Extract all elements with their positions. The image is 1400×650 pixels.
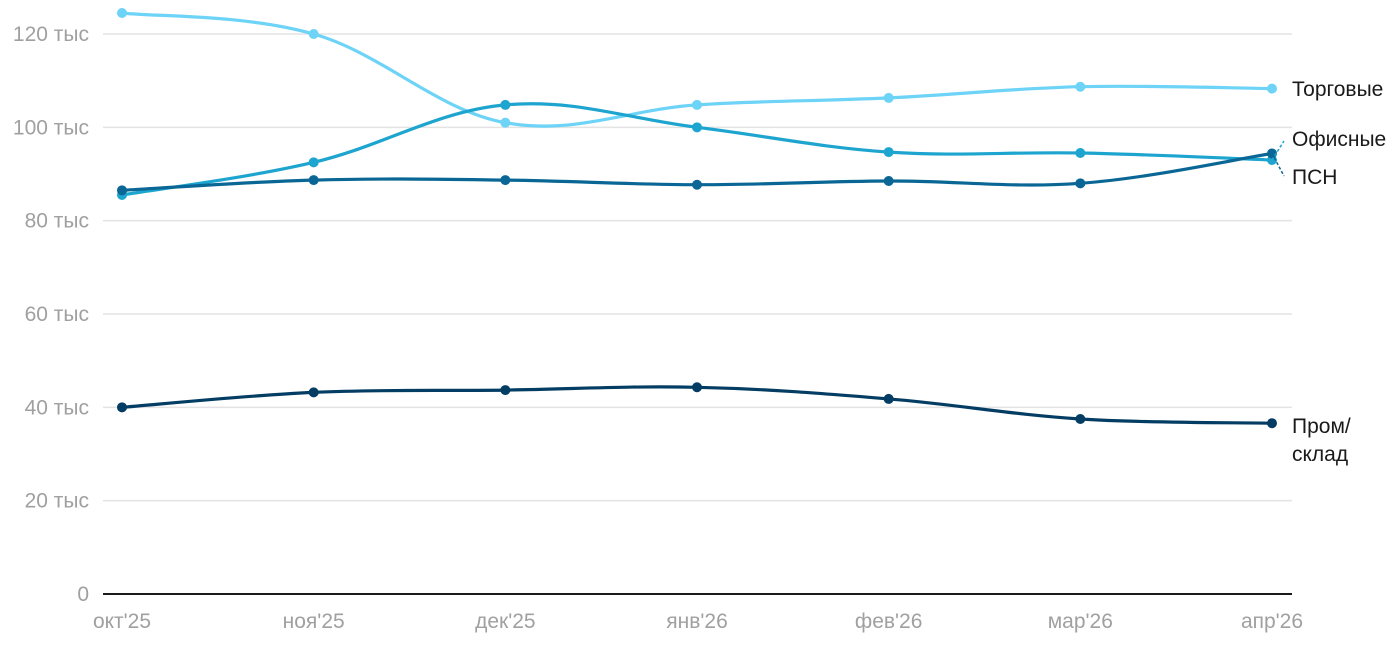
series-end-label: ПСН xyxy=(1292,166,1337,189)
data-point xyxy=(500,175,511,186)
data-point xyxy=(692,179,702,190)
y-tick-label: 20 тыс xyxy=(25,490,89,513)
y-tick-label: 80 тыс xyxy=(25,210,89,233)
data-point xyxy=(883,147,894,158)
data-point xyxy=(500,385,511,396)
data-point xyxy=(117,402,127,413)
series-end-label: склад xyxy=(1292,443,1348,466)
data-point xyxy=(883,92,894,103)
x-tick-label: дек'25 xyxy=(475,610,536,633)
data-point xyxy=(1075,148,1086,158)
data-point xyxy=(692,122,702,133)
series-end-labels: Торговые Офисные ПСН Пром/склад xyxy=(1271,78,1386,466)
y-tick-label: 120 тыс xyxy=(13,23,89,46)
x-tick-label: янв'26 xyxy=(666,610,728,633)
y-tick-label: 100 тыс xyxy=(13,116,89,139)
data-point xyxy=(883,393,894,404)
data-point xyxy=(1075,414,1086,424)
series-lines xyxy=(117,8,1277,429)
series-end-label: Офисные xyxy=(1292,128,1386,151)
series-line xyxy=(120,385,1274,425)
x-tick-label: окт'25 xyxy=(93,610,151,633)
data-point xyxy=(117,185,127,196)
label-connector xyxy=(1271,140,1285,161)
x-tick-label: апр'26 xyxy=(1241,610,1303,633)
series-2 xyxy=(117,148,1277,196)
y-tick-label: 0 xyxy=(77,583,89,606)
data-point xyxy=(500,117,511,128)
data-point xyxy=(308,175,319,186)
x-tick-label: фев'26 xyxy=(855,610,922,633)
data-point xyxy=(1267,418,1277,429)
data-point xyxy=(692,382,702,393)
y-tick-label: 60 тыс xyxy=(25,303,89,326)
data-point xyxy=(117,8,127,18)
series-end-label: Пром/ xyxy=(1292,415,1351,438)
data-point xyxy=(1075,81,1086,92)
series-end-label: Торговые xyxy=(1292,78,1383,101)
gridlines xyxy=(103,33,1292,595)
data-point xyxy=(1075,178,1086,189)
data-point xyxy=(308,387,319,398)
data-point xyxy=(692,99,702,110)
x-tick-label: ноя'25 xyxy=(283,610,345,633)
data-point xyxy=(1267,83,1277,94)
y-axis-ticks: 0 20 тыс 40 тыс 60 тыс 80 тыс 100 тыс 120 тыс xyxy=(13,23,89,606)
series-3 xyxy=(117,382,1277,429)
data-point xyxy=(308,29,319,39)
series-1 xyxy=(117,99,1277,200)
label-connector xyxy=(1271,153,1285,177)
data-point xyxy=(308,157,319,168)
data-point xyxy=(883,176,894,186)
x-axis-ticks: окт'25 ноя'25 дек'25 янв'26 фев'26 мар'26 апр'… xyxy=(93,610,1303,633)
x-tick-label: мар'26 xyxy=(1048,610,1113,633)
series-0 xyxy=(117,8,1277,128)
data-point xyxy=(500,99,511,110)
y-tick-label: 40 тыс xyxy=(25,396,89,419)
